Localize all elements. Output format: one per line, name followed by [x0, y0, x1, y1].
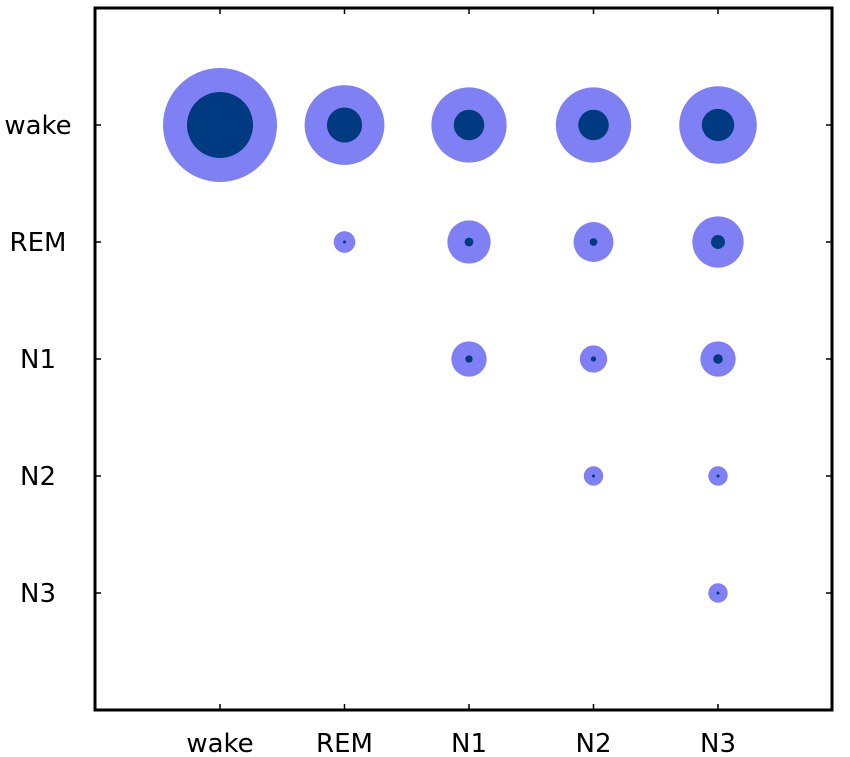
x-tick-label-REM: REM [316, 729, 373, 757]
axis-ticks [95, 8, 832, 710]
y-tick-label-wake: wake [4, 111, 71, 141]
y-axis-tick-labels: wake REM N1 N2 N3 [4, 111, 71, 609]
inner-bubble-N2-N3 [716, 474, 720, 478]
y-tick-label-N1: N1 [20, 345, 56, 375]
y-tick-label-REM: REM [10, 228, 67, 258]
inner-bubble-REM-REM [342, 240, 347, 244]
y-tick-label-N3: N3 [20, 579, 56, 609]
inner-bubble-N1-N3 [713, 354, 723, 364]
inner-bubble-wake-wake [187, 92, 253, 158]
x-tick-label-N2: N2 [576, 729, 612, 757]
inner-bubble-wake-N1 [453, 109, 485, 141]
inner-bubble-wake-REM [326, 107, 363, 143]
inner-bubble-wake-N3 [701, 108, 735, 142]
inner-bubble-series [187, 92, 735, 595]
inner-bubble-N2-N2 [591, 474, 596, 478]
x-tick-label-N3: N3 [700, 729, 736, 757]
inner-bubble-N1-N1 [465, 355, 473, 363]
x-tick-label-N1: N1 [451, 729, 487, 757]
x-axis-tick-labels: wake REM N1 N2 N3 [186, 729, 736, 757]
inner-bubble-REM-N1 [464, 237, 474, 247]
inner-bubble-REM-N2 [589, 238, 598, 246]
inner-bubble-REM-N3 [711, 235, 725, 249]
inner-bubble-wake-N2 [578, 109, 609, 141]
inner-bubble-N3-N3 [716, 591, 720, 595]
inner-bubble-N1-N2 [590, 356, 597, 362]
y-tick-label-N2: N2 [20, 462, 56, 492]
x-tick-label-wake: wake [186, 729, 253, 757]
